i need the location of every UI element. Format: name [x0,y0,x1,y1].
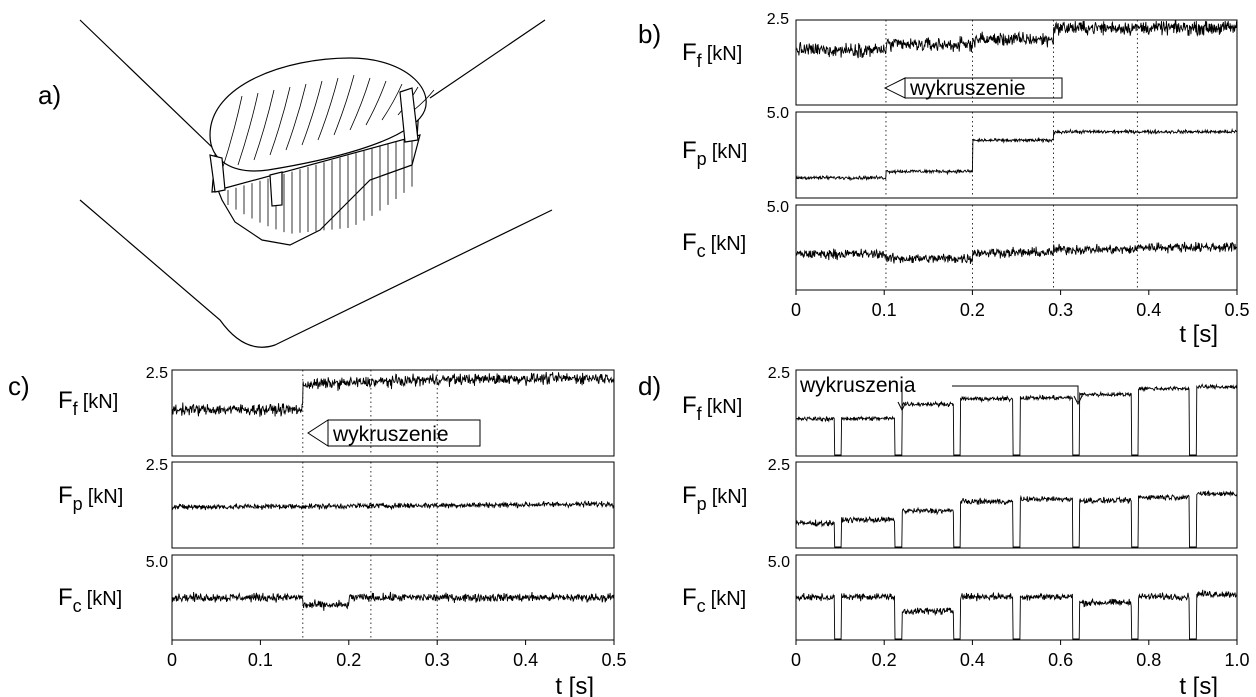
y-top-tick-d-fc: 5.0 [768,554,790,571]
x-tick-label-d-1: 0.2 [872,650,897,670]
crater-hatch-line [349,77,371,131]
row-frame-c-2 [171,554,615,641]
series-line-d-0 [795,383,1238,456]
annotation-text-c: wykruszenie [332,423,449,446]
y-top-tick-d-fp: 2.5 [768,457,790,474]
x-axis-label-b: t [s] [1179,321,1218,348]
crater-hatch-line [285,83,307,151]
panel-label-a: a) [38,80,61,110]
series-line-c-2 [171,591,615,611]
annotation-arrow-b [883,77,1063,99]
y-label-b-ff: Ff [kN] [682,39,742,71]
x-tick-label-b-0: 0 [791,300,801,320]
y-top-tick-c-fp: 2.5 [146,457,168,474]
x-tick-label-c-1: 0.1 [248,650,273,670]
y-label-c-fp: Fp [kN] [58,482,123,514]
x-tick-label-b-2: 0.2 [960,300,985,320]
x-tick-label-d-2: 0.4 [960,650,985,670]
y-label-d-fp: Fp [kN] [682,482,747,514]
x-tick-label-c-5: 0.5 [601,650,626,670]
x-tick-label-b-4: 0.4 [1136,300,1161,320]
crater-hatching [221,74,435,171]
rake-face-edge [79,19,216,151]
x-tick-label-d-5: 1.0 [1224,650,1249,670]
chart-panel-c: Ff [kN] Fp [kN] Fc [kN] 2.5 2.5 5.0 0 0.1 0.2… [58,365,627,697]
crater-hatch-line [221,95,243,171]
y-top-tick-b-fc: 5.0 [767,199,789,216]
rake-face-edge-right [429,19,546,99]
panel-label-c: c) [8,371,30,401]
annotation-b: wykruszenie [883,77,1063,100]
annotation-leader-d [952,385,1083,406]
series-line-b-0 [795,20,1238,59]
tool-chip-illustration [79,19,553,348]
x-tick-label-d-3: 0.6 [1048,650,1073,670]
series-line-c-1 [171,500,615,511]
crater-hatch-line [381,83,403,121]
row-frame-c-1 [171,461,615,549]
y-label-b-fc: Fc [kN] [682,229,746,261]
wear-notch-left [209,154,226,193]
y-top-tick-c-ff: 2.5 [146,365,168,382]
y-label-b-fp: Fp [kN] [682,137,747,169]
row-frame-d-1 [795,461,1238,549]
x-tick-label-d-0: 0 [791,650,801,670]
y-label-c-ff: Ff [kN] [58,387,118,419]
series-line-c-0 [171,371,615,417]
crater-hatch-line [365,80,387,126]
y-top-tick-c-fc: 5.0 [146,554,168,571]
annotation-c: wykruszenie [307,419,481,447]
flank-wear-land [217,134,421,246]
annotation-text-b: wykruszenie [909,77,1026,100]
annotation-d: wykruszenia [799,374,1083,412]
wear-notch-mid [269,171,283,207]
x-axis-label-d: t [s] [1179,673,1218,697]
y-label-d-ff: Ff [kN] [682,392,742,424]
annotation-arrow-c [307,419,481,447]
series-line-b-2 [795,241,1238,264]
x-tick-label-c-2: 0.2 [336,650,361,670]
x-axis-label-c: t [s] [555,673,594,697]
x-tick-label-c-4: 0.4 [513,650,538,670]
crater-hatch-line [413,89,435,111]
y-top-tick-b-fp: 5.0 [767,105,789,122]
x-tick-label-c-3: 0.3 [425,650,450,670]
series-line-d-2 [795,589,1238,640]
plot-area-b [795,19,1238,291]
flank-hatching [227,137,413,234]
y-top-tick-b-ff: 2.5 [767,11,789,28]
row-frame-c-0 [171,369,615,457]
row-frame-b-1 [795,111,1238,199]
row-frame-d-0 [795,369,1238,457]
chart-panel-d: Ff [kN] Fp [kN] Fc [kN] 2.5 2.5 5.0 0 0.2 0.4… [682,365,1250,697]
plot-area-c [171,369,615,641]
annotation-text-d: wykruszenia [799,374,916,397]
x-tick-label-d-4: 0.8 [1136,650,1161,670]
plot-area-d [795,369,1238,641]
crater-hatch-line [301,80,323,146]
crater-hatch-line [269,86,291,156]
panel-label-b: b) [638,19,661,49]
crater-hatch-line [253,89,275,161]
chart-panel-b: Ff [kN] Fp [kN] Fc [kN] 2.5 5.0 5.0 0 0.1 0.2… [682,11,1250,348]
row-frame-b-0 [795,19,1238,106]
x-tick-label-b-3: 0.3 [1048,300,1073,320]
panel-label-d: d) [638,371,661,401]
y-label-c-fc: Fc [kN] [58,584,122,616]
crater-hatch-line [237,92,259,166]
x-tick-label-b-5: 0.5 [1224,300,1249,320]
x-tick-label-b-1: 0.1 [872,300,897,320]
crater-hatch-line [317,77,339,141]
series-line-d-1 [795,489,1238,548]
y-label-d-fc: Fc [kN] [682,584,746,616]
y-top-tick-d-ff: 2.5 [768,365,790,382]
crater-hatch-line [333,74,355,136]
wear-notch-right [399,87,419,143]
crater-wear-ellipse [209,57,427,172]
series-line-b-1 [795,127,1238,182]
flank-edge [79,199,553,348]
x-tick-label-c-0: 0 [167,650,177,670]
